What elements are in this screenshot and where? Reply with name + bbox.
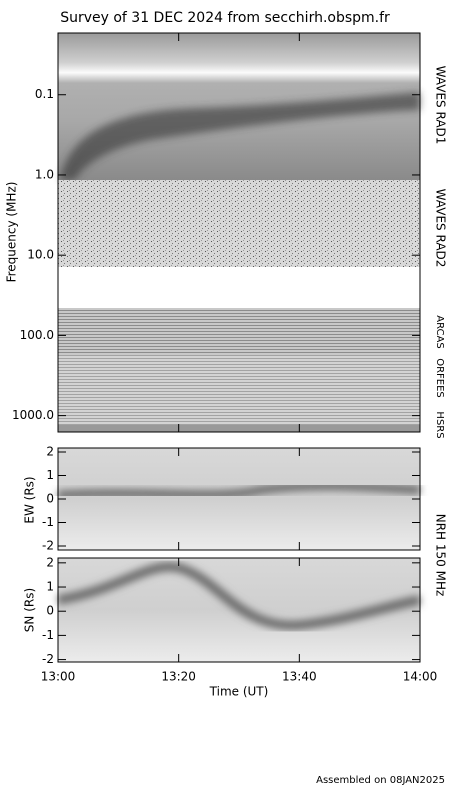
y-tick-label: 1000.0 bbox=[12, 408, 54, 422]
y-tick-label: -1 bbox=[42, 628, 54, 642]
y-tick-label: -1 bbox=[42, 515, 54, 529]
y-tick-label: 10.0 bbox=[27, 248, 54, 262]
y-axis-label: SN (Rs) bbox=[23, 588, 37, 632]
y-axis-label: Frequency (MHz) bbox=[5, 182, 19, 283]
spectrogram-imagery bbox=[57, 33, 421, 662]
panel-label: NRH 150 MHz bbox=[434, 514, 448, 597]
y-tick-label: -2 bbox=[42, 652, 54, 666]
panel-label: WAVES RAD1 bbox=[434, 66, 448, 145]
y-tick-label: 2 bbox=[46, 444, 54, 458]
chart-title: Survey of 31 DEC 2024 from secchirh.obsp… bbox=[60, 10, 390, 26]
footer: Assembled on 08JAN2025 bbox=[316, 775, 445, 786]
x-axis-label: Time (UT) bbox=[209, 685, 269, 699]
y-tick-label: 0 bbox=[46, 492, 54, 506]
panel-label: HSRS bbox=[434, 411, 445, 438]
x-tick-label: 13:20 bbox=[161, 670, 196, 684]
y-tick-label: 0 bbox=[46, 604, 54, 618]
panel-label: ARCAS bbox=[434, 315, 445, 348]
y-tick-label: 100.0 bbox=[20, 328, 54, 342]
x-tick-label: 13:40 bbox=[282, 670, 317, 684]
y-tick-label: 0.1 bbox=[35, 87, 54, 101]
y-tick-label: 2 bbox=[46, 555, 54, 569]
x-tick-label: 13:00 bbox=[41, 670, 76, 684]
panel-label: ORFEES bbox=[434, 358, 445, 398]
panel-label: WAVES RAD2 bbox=[434, 189, 448, 268]
y-tick-label: 1 bbox=[46, 468, 54, 482]
y-tick-label: 1 bbox=[46, 580, 54, 594]
x-tick-label: 14:00 bbox=[403, 670, 438, 684]
y-axis-label: EW (Rs) bbox=[23, 476, 37, 523]
y-tick-label: -2 bbox=[42, 539, 54, 553]
y-tick-label: 1.0 bbox=[35, 167, 54, 181]
